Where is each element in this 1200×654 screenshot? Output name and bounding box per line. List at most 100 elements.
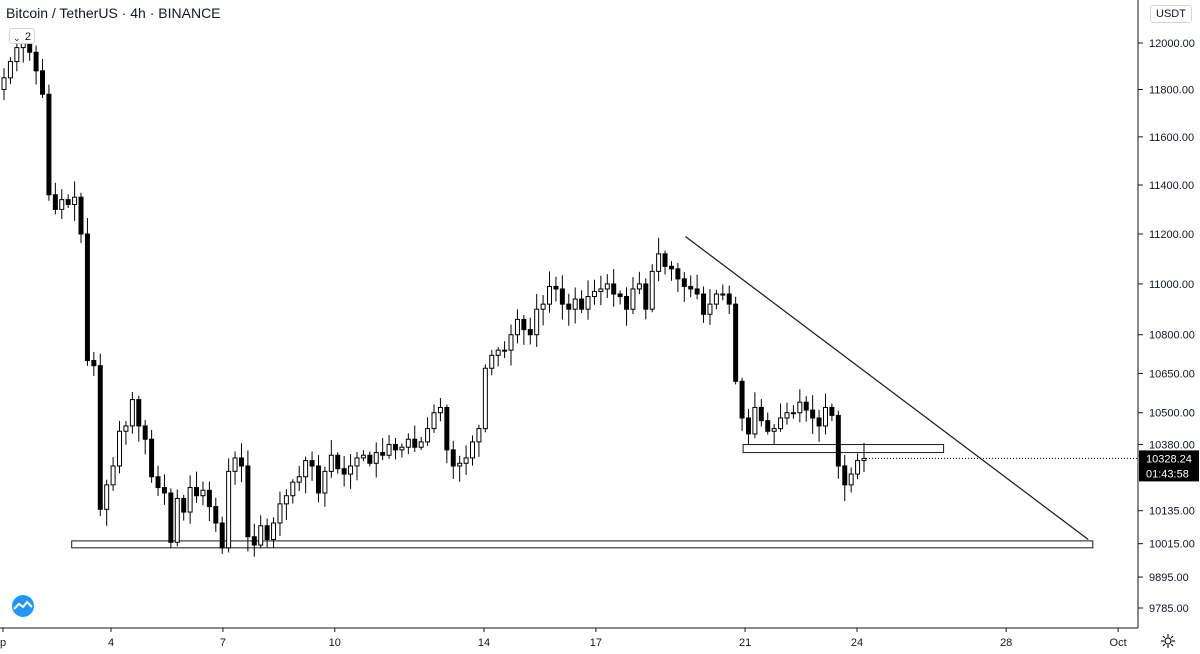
candle-up <box>861 457 867 462</box>
candle-up <box>425 428 431 443</box>
candle-down <box>829 406 835 416</box>
interval-label[interactable]: 4h <box>130 5 146 21</box>
candle-up <box>649 270 655 310</box>
candle-up <box>752 406 758 435</box>
price-tick-label: 9785.00 <box>1149 603 1189 615</box>
candle-up <box>508 334 514 351</box>
candle-down <box>315 465 321 494</box>
candle-down <box>758 406 764 422</box>
candle-down <box>444 406 450 451</box>
symbol-name[interactable]: Bitcoin / TetherUS <box>6 5 118 21</box>
candle-up <box>707 303 713 315</box>
candle-up <box>271 522 277 541</box>
candle-up <box>117 430 123 467</box>
title-separator: · <box>121 5 131 21</box>
candle-down <box>675 268 681 280</box>
candle-down <box>219 522 225 549</box>
candle-up <box>7 61 13 79</box>
title-separator: · <box>149 5 159 21</box>
price-tick-label: 10650.00 <box>1149 368 1195 380</box>
candle-down <box>194 487 200 497</box>
candle-down <box>65 199 71 206</box>
candle-down <box>681 278 687 287</box>
candle-up <box>348 465 354 475</box>
candle-up <box>123 425 129 432</box>
tradingview-cloud-icon[interactable] <box>9 595 37 617</box>
collapse-count: 2 <box>24 31 31 43</box>
currency-button[interactable]: USDT <box>1150 5 1192 23</box>
candle-up <box>495 349 501 356</box>
candle-down <box>842 465 848 486</box>
candle-down <box>521 318 527 331</box>
time-tick-label: p <box>0 637 6 649</box>
candle-down <box>559 288 565 305</box>
candle-up <box>386 444 392 456</box>
candle-up <box>437 406 443 414</box>
price-tick-label: 11600.00 <box>1149 132 1194 144</box>
candle-up <box>174 497 180 543</box>
candle-down <box>688 285 694 290</box>
candle-up <box>226 470 232 549</box>
candle-down <box>450 449 456 467</box>
candle-down <box>745 417 751 435</box>
candle-down <box>579 298 585 310</box>
gear-icon[interactable] <box>1160 633 1176 649</box>
support-zone[interactable] <box>71 540 1094 549</box>
time-tick-label: 10 <box>329 637 341 649</box>
support-zone[interactable] <box>742 444 945 454</box>
candle-up <box>303 460 309 478</box>
candle-down <box>341 468 347 475</box>
time-tick-label: 4 <box>108 637 114 649</box>
time-tick-label: 21 <box>739 637 751 649</box>
candle-up <box>489 354 495 369</box>
candle-up <box>457 462 463 467</box>
candle-up <box>129 399 135 427</box>
candle-up <box>720 293 726 296</box>
price-tick-label: 10380.00 <box>1149 440 1195 452</box>
candle-down <box>181 497 187 513</box>
candle-up <box>104 484 110 510</box>
candle-up <box>598 288 604 292</box>
candle-down <box>662 253 668 267</box>
candle-up <box>797 401 803 414</box>
candle-up <box>572 298 578 310</box>
candle-up <box>110 465 116 486</box>
candle-down <box>264 525 270 541</box>
candle-down <box>40 70 45 95</box>
bar-countdown-label: 01:43:58 <box>1146 468 1189 480</box>
descending-trendline[interactable] <box>685 236 1089 541</box>
candle-up <box>790 412 796 415</box>
candle-up <box>502 349 508 352</box>
candle-down <box>206 489 212 508</box>
candle-up <box>431 412 437 430</box>
candle-down <box>46 93 52 196</box>
candle-down <box>611 283 617 295</box>
candle-down <box>816 417 822 427</box>
candle-up <box>534 308 540 336</box>
price-tick-label: 11400.00 <box>1149 180 1194 192</box>
candle-down <box>701 293 707 315</box>
candle-down <box>245 465 251 538</box>
candle-down <box>380 452 386 456</box>
time-tick-label: Oct <box>1110 637 1127 649</box>
candle-down <box>835 414 841 467</box>
price-tick-label: 11200.00 <box>1149 229 1194 241</box>
candle-up <box>540 303 546 310</box>
candle-down <box>566 303 572 310</box>
time-tick-label: 17 <box>590 637 602 649</box>
candle-down <box>309 460 315 467</box>
candle-down <box>393 444 398 451</box>
candle-up <box>848 473 854 486</box>
candle-up <box>405 438 411 448</box>
last-price-badge <box>1139 450 1199 482</box>
candle-down <box>765 420 771 432</box>
time-tick-label: 7 <box>220 637 226 649</box>
candle-up <box>855 460 861 475</box>
candle-down <box>367 454 373 464</box>
candle-up <box>187 487 193 513</box>
indicators-collapse-button[interactable]: ⌄ 2 <box>9 28 35 44</box>
exchange-label: BINANCE <box>158 5 221 21</box>
candle-down <box>78 196 84 235</box>
candle-down <box>617 293 623 298</box>
